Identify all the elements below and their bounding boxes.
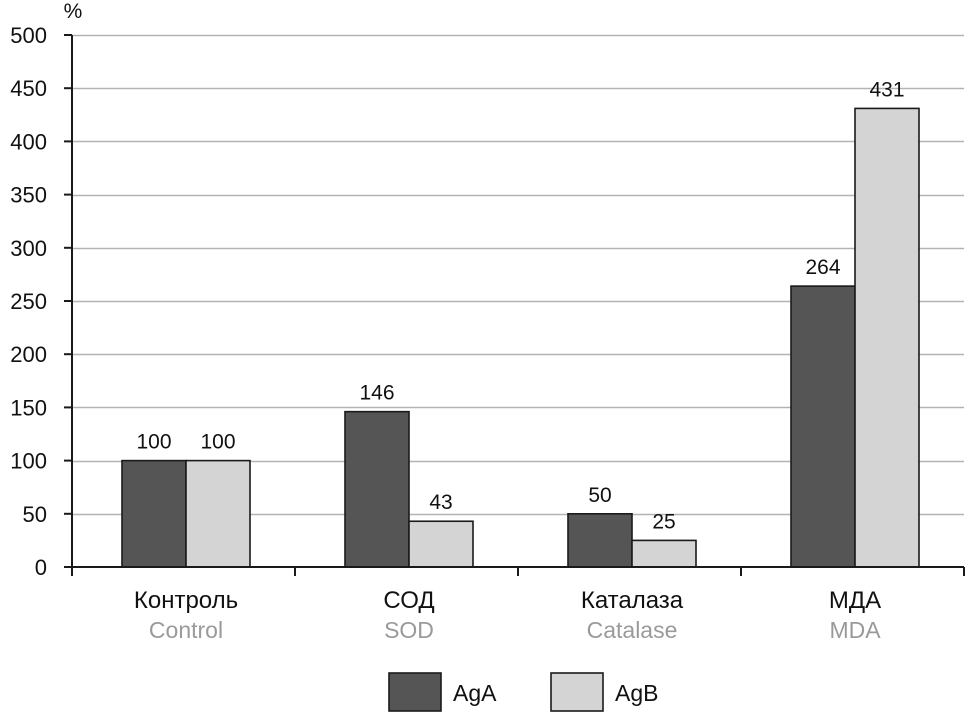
y-tick-label: 300: [10, 236, 47, 261]
y-tick-label: 500: [10, 23, 47, 48]
category-label: СОД: [383, 587, 434, 614]
category-sublabel: SOD: [384, 617, 434, 643]
legend-label-aga: AgA: [453, 680, 497, 706]
bar-aga: [344, 410, 410, 568]
y-tick-label: 100: [10, 449, 47, 474]
y-tick-label: 50: [23, 502, 47, 527]
y-tick-label: 350: [10, 183, 47, 208]
y-tick-label: 450: [10, 76, 47, 101]
data-label: 100: [200, 431, 235, 454]
axes: [64, 34, 965, 576]
y-tick-label: 150: [10, 395, 47, 420]
bars: [121, 107, 920, 568]
data-label: 100: [136, 431, 171, 454]
category-sublabel: MDA: [829, 617, 881, 643]
legend-swatch-aga: [388, 672, 442, 712]
bar-agb: [631, 539, 697, 568]
data-label: 146: [359, 382, 394, 405]
data-label: 50: [588, 484, 611, 507]
bar-aga: [567, 512, 633, 568]
data-label: 431: [869, 78, 904, 101]
y-tick-label: 400: [10, 129, 47, 154]
legend-swatch-agb: [550, 672, 604, 712]
category-label: МДА: [829, 587, 881, 614]
category-label: Каталаза: [581, 587, 684, 614]
legend-label-agb: AgB: [615, 680, 658, 706]
category-sublabel: Catalase: [587, 617, 678, 643]
data-label: 264: [805, 256, 840, 279]
data-label: 43: [429, 491, 452, 514]
bar-aga: [790, 285, 856, 568]
y-tick-label: 0: [35, 555, 47, 580]
data-label: 25: [652, 510, 675, 533]
y-tick-label: 200: [10, 342, 47, 367]
bar-agb: [185, 459, 251, 568]
y-unit-label: %: [64, 0, 83, 23]
bar-agb: [408, 520, 474, 568]
bar-aga: [121, 459, 187, 568]
labels: 100 100 Контроль Control 146 43 СОД SOD 50 25 Ката…: [10, 0, 904, 643]
category-label: Контроль: [134, 587, 238, 614]
y-tick-label: 250: [10, 289, 47, 314]
legend: AgA AgB: [388, 672, 658, 712]
category-sublabel: Control: [149, 617, 223, 643]
bar-agb: [854, 107, 920, 568]
